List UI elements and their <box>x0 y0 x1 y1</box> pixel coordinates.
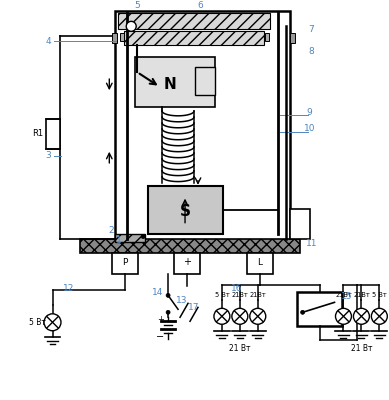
Text: +: + <box>183 258 191 268</box>
Bar <box>112 33 117 43</box>
Text: 21 Вт: 21 Вт <box>350 344 372 353</box>
Text: 6: 6 <box>197 1 203 10</box>
Circle shape <box>141 234 145 238</box>
Text: 12: 12 <box>63 284 74 293</box>
Bar <box>81 238 300 252</box>
Bar <box>290 33 294 43</box>
Text: R1: R1 <box>32 130 43 138</box>
Bar <box>265 33 269 41</box>
Text: 21Вт: 21Вт <box>353 292 370 298</box>
Bar <box>118 13 270 29</box>
Text: S: S <box>180 204 191 219</box>
Text: 21Вт: 21Вт <box>231 292 248 298</box>
Bar <box>120 33 124 41</box>
Bar <box>46 119 60 149</box>
Text: 5 Вт: 5 Вт <box>29 318 46 327</box>
Bar <box>115 11 290 240</box>
Text: 11: 11 <box>306 239 317 248</box>
Text: 5 Вт: 5 Вт <box>214 292 229 298</box>
Bar <box>148 186 223 234</box>
Bar <box>290 209 310 238</box>
Circle shape <box>335 308 351 324</box>
Text: 1: 1 <box>116 236 122 245</box>
Bar <box>297 292 342 326</box>
Text: 4: 4 <box>46 37 51 46</box>
Bar <box>124 31 264 45</box>
Text: 7: 7 <box>309 25 314 34</box>
Bar <box>195 67 215 95</box>
Bar <box>115 234 145 242</box>
Text: 10: 10 <box>304 124 315 134</box>
Circle shape <box>301 310 305 314</box>
Circle shape <box>232 308 248 324</box>
Bar <box>135 57 215 107</box>
Text: −: − <box>156 332 164 342</box>
Text: 9: 9 <box>307 108 312 116</box>
Text: 16: 16 <box>231 284 243 293</box>
Text: L: L <box>257 258 262 267</box>
Circle shape <box>371 308 387 324</box>
Text: 3: 3 <box>46 151 51 160</box>
Text: 14: 14 <box>152 288 164 297</box>
Text: 5: 5 <box>134 1 140 10</box>
Text: 17: 17 <box>188 303 200 312</box>
Circle shape <box>250 308 266 324</box>
Text: 15: 15 <box>341 292 352 301</box>
Circle shape <box>354 308 370 324</box>
Text: 21Вт: 21Вт <box>249 292 266 298</box>
Circle shape <box>166 293 170 297</box>
Text: 8: 8 <box>309 47 314 56</box>
Text: 21 Вт: 21 Вт <box>229 344 251 353</box>
Text: 2: 2 <box>109 226 114 235</box>
Text: 13: 13 <box>176 296 188 305</box>
Circle shape <box>214 308 230 324</box>
Text: N: N <box>164 77 177 92</box>
Bar <box>247 252 273 274</box>
Text: P: P <box>123 258 128 267</box>
Text: 5 Вт: 5 Вт <box>372 292 387 298</box>
Text: 21Вт: 21Вт <box>335 292 352 298</box>
Text: +: + <box>157 315 163 324</box>
Bar <box>174 252 200 274</box>
Circle shape <box>44 314 61 331</box>
Bar <box>112 252 138 274</box>
Circle shape <box>126 21 136 31</box>
Circle shape <box>166 310 170 314</box>
